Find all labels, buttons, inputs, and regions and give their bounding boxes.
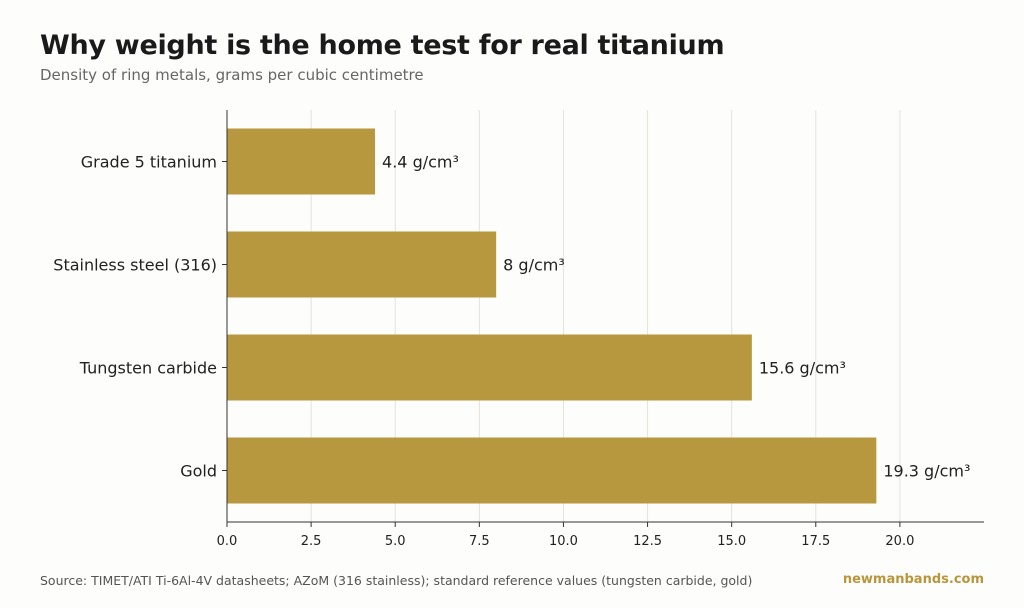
source-note: Source: TIMET/ATI Ti-6Al-4V datasheets; …: [40, 573, 753, 588]
bar: [227, 334, 752, 401]
x-tick-label: 5.0: [385, 534, 406, 549]
bars: 4.4 g/cm³ 8 g/cm³ 15.6 g/cm³ 19.3 g/cm³: [227, 128, 970, 504]
bar: [227, 231, 497, 298]
value-label: 8 g/cm³: [503, 256, 565, 275]
x-tick-label: 7.5: [469, 534, 490, 549]
value-label: 19.3 g/cm³: [883, 462, 970, 481]
category-label: Gold: [180, 462, 217, 481]
brand-link[interactable]: newmanbands.com: [842, 572, 984, 587]
category-label: Stainless steel (316): [53, 256, 217, 275]
category-label: Tungsten carbide: [79, 359, 217, 378]
bar: [227, 128, 376, 195]
bar: [227, 437, 877, 504]
x-tick-label: 10.0: [549, 534, 578, 549]
x-tick-label: 20.0: [885, 534, 914, 549]
value-label: 4.4 g/cm³: [382, 153, 459, 172]
x-tick-label: 17.5: [801, 534, 830, 549]
value-label: 15.6 g/cm³: [759, 359, 846, 378]
axes: 0.0 2.5 5.0 7.5 10.0 12.5 15.0 17.5 20.0 Grade 5 …: [53, 110, 984, 549]
x-tick-label: 12.5: [633, 534, 662, 549]
x-tick-label: 0.0: [217, 534, 238, 549]
chart-subtitle: Density of ring metals, grams per cubic …: [40, 66, 424, 84]
chart-title: Why weight is the home test for real tit…: [40, 30, 725, 61]
x-tick-label: 2.5: [301, 534, 322, 549]
x-tick-label: 15.0: [717, 534, 746, 549]
category-label: Grade 5 titanium: [81, 153, 217, 172]
